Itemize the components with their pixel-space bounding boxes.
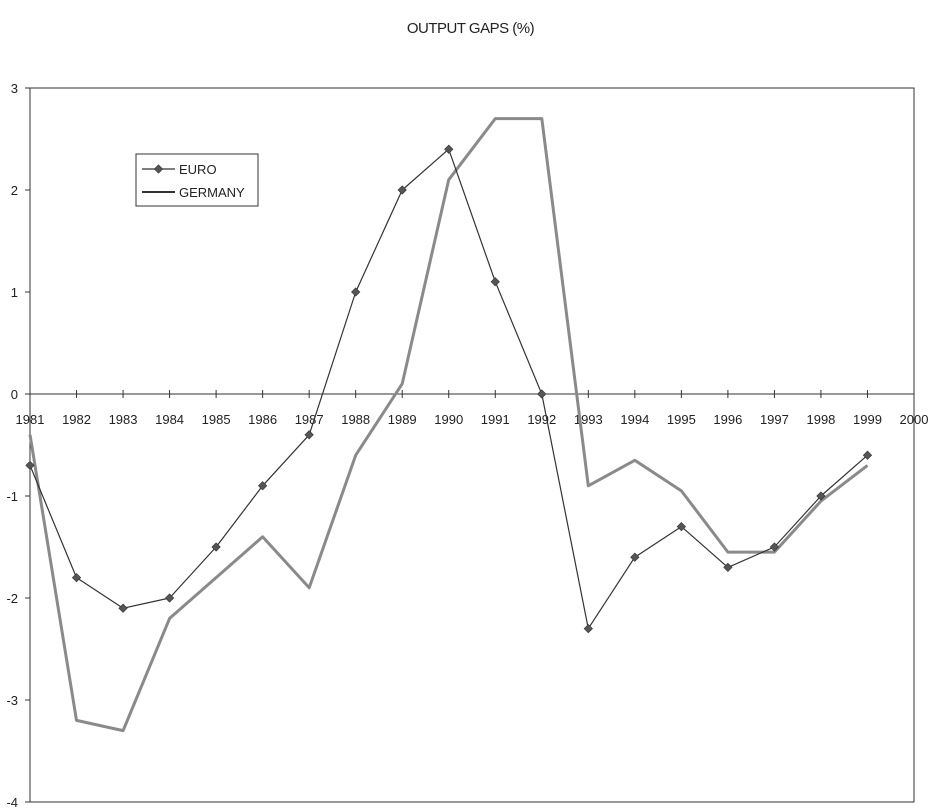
- data-point-euro: [537, 389, 547, 399]
- y-tick-label: -1: [6, 489, 18, 504]
- data-point-euro: [304, 430, 314, 440]
- y-tick-label: 0: [11, 387, 18, 402]
- y-tick-label: 1: [11, 285, 18, 300]
- x-tick-label: 1999: [853, 412, 882, 427]
- legend-box: [135, 153, 259, 207]
- x-tick-label: 1994: [620, 412, 649, 427]
- data-point-euro: [862, 450, 873, 460]
- x-tick-label: 1997: [760, 412, 789, 427]
- y-tick-label: -2: [6, 591, 18, 606]
- data-point-euro: [769, 542, 780, 552]
- y-tick-label: 2: [11, 183, 18, 198]
- legend-label-germany: GERMANY: [179, 185, 245, 200]
- data-point-euro: [258, 481, 268, 491]
- x-tick-label: 1987: [295, 412, 324, 427]
- series-line-germany: [28, 117, 869, 733]
- data-point-euro: [630, 552, 640, 562]
- x-tick-label: 1982: [62, 412, 91, 427]
- data-point-euro: [397, 185, 407, 195]
- x-tick-label: 1983: [109, 412, 138, 427]
- x-tick-label: 1989: [388, 412, 417, 427]
- x-axis: 1981 1982 1983 1984 1985 1986 1987 1988 1989 1990…: [16, 390, 929, 427]
- series-layer: [25, 117, 873, 733]
- x-tick-label: 1990: [434, 412, 463, 427]
- x-tick-label: 1985: [202, 412, 231, 427]
- legend-marker-euro: [153, 164, 164, 174]
- legend: EURO GERMANY: [135, 153, 259, 207]
- x-tick-label: 1981: [16, 412, 45, 427]
- data-point-euro: [164, 593, 175, 603]
- x-tick-label: 2000: [900, 412, 929, 427]
- x-tick-label: 1991: [481, 412, 510, 427]
- data-point-euro: [816, 491, 826, 501]
- y-tick-label: -4: [6, 795, 18, 808]
- chart-title: OUTPUT GAPS (%): [406, 20, 535, 37]
- data-point-euro: [118, 603, 128, 613]
- plot-area: [29, 87, 915, 803]
- x-tick-label: 1986: [248, 412, 277, 427]
- legend-label-euro: EURO: [179, 162, 217, 177]
- series-line-euro: [29, 148, 868, 630]
- data-point-euro: [723, 562, 733, 573]
- y-axis: -4 -3 -2 -1 0 1 2 3: [6, 81, 30, 808]
- data-point-euro: [676, 521, 686, 532]
- y-tick-label: 3: [11, 81, 18, 96]
- data-point-euro: [583, 623, 593, 634]
- data-point-euro: [490, 277, 500, 287]
- x-tick-label: 1998: [806, 412, 835, 427]
- x-tick-label: 1988: [341, 412, 370, 427]
- data-point-euro: [351, 287, 361, 297]
- x-tick-label: 1996: [713, 412, 742, 427]
- y-tick-label: -3: [6, 693, 18, 708]
- data-point-euro: [444, 144, 454, 154]
- x-tick-label: 1992: [527, 412, 556, 427]
- data-point-euro: [25, 460, 35, 471]
- data-point-euro: [71, 572, 82, 583]
- data-point-euro: [211, 542, 221, 552]
- x-tick-label: 1995: [667, 412, 696, 427]
- x-tick-label: 1984: [155, 412, 184, 427]
